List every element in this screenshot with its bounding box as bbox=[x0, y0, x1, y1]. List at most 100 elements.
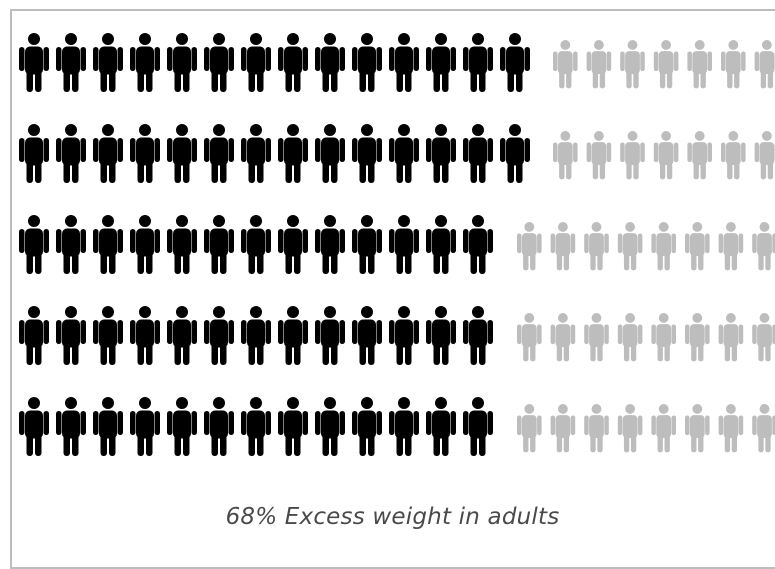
person-icon-other bbox=[685, 404, 710, 452]
person-icon-highlighted bbox=[130, 33, 160, 92]
person-icon-highlighted bbox=[315, 215, 345, 274]
person-icon-highlighted bbox=[389, 33, 419, 92]
person-icon-other bbox=[553, 131, 578, 179]
person-icon-other bbox=[587, 40, 612, 88]
person-icon-highlighted bbox=[204, 124, 234, 183]
person-icon-other bbox=[517, 404, 542, 452]
person-icon-highlighted bbox=[19, 306, 49, 365]
person-icon-highlighted bbox=[352, 397, 382, 456]
person-icon-highlighted bbox=[463, 397, 493, 456]
person-icon-highlighted bbox=[426, 124, 456, 183]
person-icon-other bbox=[651, 404, 676, 452]
person-icon-highlighted bbox=[426, 306, 456, 365]
person-icon-highlighted bbox=[204, 33, 234, 92]
person-icon-highlighted bbox=[241, 33, 271, 92]
person-icon-highlighted bbox=[389, 215, 419, 274]
person-icon-highlighted bbox=[278, 215, 308, 274]
person-icon-other bbox=[553, 40, 578, 88]
person-icon-highlighted bbox=[204, 215, 234, 274]
person-icon-highlighted bbox=[93, 215, 123, 274]
person-icon-other bbox=[551, 222, 576, 270]
person-icon-highlighted bbox=[278, 397, 308, 456]
person-icon-other bbox=[687, 131, 712, 179]
person-icon-highlighted bbox=[241, 397, 271, 456]
person-icon-other bbox=[651, 313, 676, 361]
person-icon-highlighted bbox=[426, 397, 456, 456]
person-icon-highlighted bbox=[278, 124, 308, 183]
person-icon-other bbox=[517, 222, 542, 270]
person-icon-highlighted bbox=[167, 306, 197, 365]
person-icon-other bbox=[755, 40, 775, 88]
person-icon-highlighted bbox=[315, 306, 345, 365]
person-icon-highlighted bbox=[241, 124, 271, 183]
person-icon-other bbox=[651, 222, 676, 270]
person-icon-highlighted bbox=[56, 215, 86, 274]
person-icon-highlighted bbox=[315, 397, 345, 456]
person-icon-highlighted bbox=[352, 33, 382, 92]
person-icon-other bbox=[752, 404, 775, 452]
person-icon-highlighted bbox=[463, 124, 493, 183]
person-icon-other bbox=[752, 313, 775, 361]
person-icon-highlighted bbox=[130, 124, 160, 183]
chart-caption: 68% Excess weight in adults bbox=[10, 504, 775, 530]
person-icon-other bbox=[618, 313, 643, 361]
pictogram-chart bbox=[0, 0, 775, 544]
person-icon-highlighted bbox=[463, 306, 493, 365]
person-icon-highlighted bbox=[500, 124, 530, 183]
person-icon-highlighted bbox=[426, 215, 456, 274]
person-icon-highlighted bbox=[19, 215, 49, 274]
person-icon-highlighted bbox=[463, 33, 493, 92]
person-icon-other bbox=[584, 313, 609, 361]
person-icon-other bbox=[584, 222, 609, 270]
person-icon-highlighted bbox=[167, 397, 197, 456]
person-icon-highlighted bbox=[204, 397, 234, 456]
person-icon-highlighted bbox=[56, 306, 86, 365]
person-icon-highlighted bbox=[167, 33, 197, 92]
person-icon-other bbox=[584, 404, 609, 452]
person-icon-highlighted bbox=[426, 33, 456, 92]
person-icon-highlighted bbox=[56, 33, 86, 92]
person-icon-other bbox=[551, 313, 576, 361]
person-icon-other bbox=[685, 313, 710, 361]
person-icon-highlighted bbox=[352, 306, 382, 365]
person-icon-other bbox=[620, 40, 645, 88]
person-icon-other bbox=[719, 313, 744, 361]
person-icon-highlighted bbox=[167, 215, 197, 274]
person-icon-highlighted bbox=[315, 33, 345, 92]
person-icon-highlighted bbox=[93, 33, 123, 92]
person-icon-other bbox=[618, 404, 643, 452]
person-icon-other bbox=[719, 222, 744, 270]
person-icon-other bbox=[721, 131, 746, 179]
person-icon-other bbox=[620, 131, 645, 179]
person-icon-highlighted bbox=[389, 306, 419, 365]
person-icon-highlighted bbox=[241, 306, 271, 365]
person-icon-highlighted bbox=[204, 306, 234, 365]
person-icon-highlighted bbox=[93, 124, 123, 183]
person-icon-other bbox=[687, 40, 712, 88]
person-icon-highlighted bbox=[19, 33, 49, 92]
person-icon-highlighted bbox=[463, 215, 493, 274]
person-icon-highlighted bbox=[19, 124, 49, 183]
person-icon-highlighted bbox=[56, 124, 86, 183]
person-icon-other bbox=[721, 40, 746, 88]
person-icon-other bbox=[654, 40, 679, 88]
person-icon-highlighted bbox=[278, 306, 308, 365]
person-icon-highlighted bbox=[315, 124, 345, 183]
person-icon-other bbox=[752, 222, 775, 270]
person-icon-highlighted bbox=[389, 124, 419, 183]
person-icon-highlighted bbox=[19, 397, 49, 456]
person-icon-highlighted bbox=[130, 397, 160, 456]
person-icon-highlighted bbox=[93, 397, 123, 456]
person-icon-highlighted bbox=[241, 215, 271, 274]
person-icon-highlighted bbox=[130, 215, 160, 274]
person-icon-highlighted bbox=[130, 306, 160, 365]
person-icon-highlighted bbox=[389, 397, 419, 456]
person-icon-highlighted bbox=[167, 124, 197, 183]
person-icon-other bbox=[587, 131, 612, 179]
person-icon-other bbox=[517, 313, 542, 361]
person-icon-highlighted bbox=[278, 33, 308, 92]
person-icon-other bbox=[719, 404, 744, 452]
person-icon-highlighted bbox=[56, 397, 86, 456]
person-icon-highlighted bbox=[500, 33, 530, 92]
pictogram-icons bbox=[19, 33, 775, 456]
